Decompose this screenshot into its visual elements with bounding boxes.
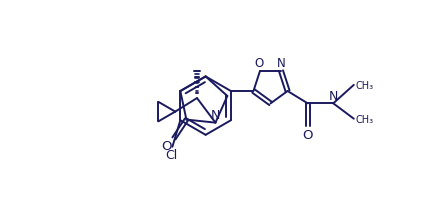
Text: CH₃: CH₃: [356, 80, 374, 90]
Text: Cl: Cl: [165, 148, 178, 161]
Text: CH₃: CH₃: [356, 114, 374, 124]
Text: O: O: [302, 128, 313, 141]
Text: O: O: [255, 57, 264, 70]
Text: N: N: [328, 89, 338, 102]
Text: O: O: [161, 140, 172, 153]
Text: N: N: [211, 108, 220, 121]
Text: N: N: [277, 57, 286, 70]
